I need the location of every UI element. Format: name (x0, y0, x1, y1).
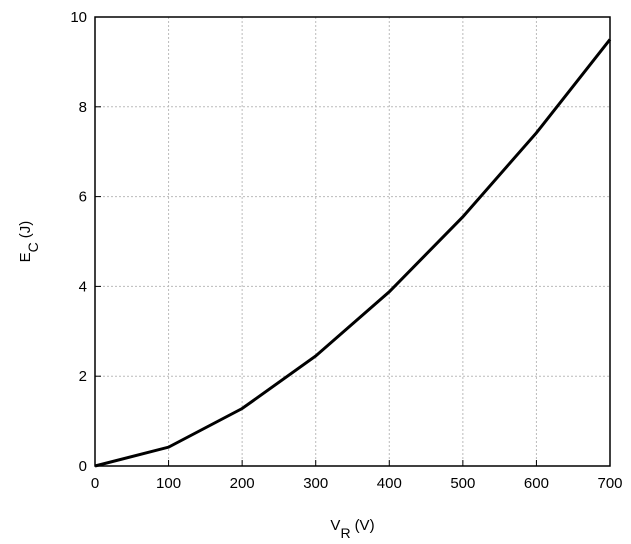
x-axis-label: VR (V) (330, 517, 374, 541)
y-tick-label: 10 (70, 9, 87, 26)
x-tick-label: 400 (377, 475, 402, 492)
plot-frame (94, 16, 611, 467)
x-axis-label-sub: R (340, 525, 350, 541)
x-tick-label: 200 (230, 475, 255, 492)
y-tick-label: 4 (79, 278, 87, 295)
x-tick-label: 300 (303, 475, 328, 492)
x-tick-label: 700 (597, 475, 622, 492)
x-tick-label: 0 (91, 475, 99, 492)
y-axis-label-sub: C (25, 242, 41, 252)
x-tick-label: 500 (450, 475, 475, 492)
y-tick-label: 2 (79, 368, 87, 385)
x-axis-label-main: V (330, 517, 340, 534)
y-tick-label: 0 (79, 458, 87, 475)
data-line (94, 38, 612, 468)
y-axis-label-main: E (17, 252, 34, 262)
x-tick-label: 600 (524, 475, 549, 492)
x-tick-label: 100 (156, 475, 181, 492)
y-tick-label: 6 (79, 189, 87, 206)
y-tick-label: 8 (79, 99, 87, 116)
y-axis-label-unit: (J) (17, 221, 34, 239)
x-axis-label-unit: (V) (355, 517, 375, 534)
y-axis-label: EC (J) (17, 221, 41, 263)
